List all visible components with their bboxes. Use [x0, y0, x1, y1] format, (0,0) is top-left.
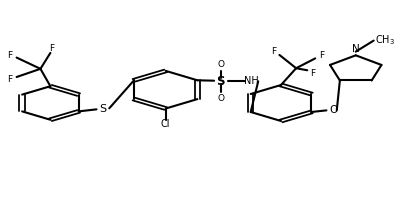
Text: O: O — [217, 94, 224, 103]
Text: N: N — [352, 44, 359, 54]
Text: O: O — [217, 60, 224, 69]
Text: F: F — [271, 47, 277, 56]
Text: O: O — [329, 105, 337, 115]
Text: CH$_3$: CH$_3$ — [375, 33, 395, 47]
Text: S: S — [99, 104, 106, 114]
Text: F: F — [49, 44, 54, 53]
Text: F: F — [310, 69, 315, 78]
Text: F: F — [7, 75, 12, 84]
Text: S: S — [217, 75, 225, 88]
Text: F: F — [319, 52, 324, 60]
Text: Cl: Cl — [161, 119, 170, 130]
Text: F: F — [7, 52, 12, 60]
Text: NH: NH — [245, 76, 259, 86]
